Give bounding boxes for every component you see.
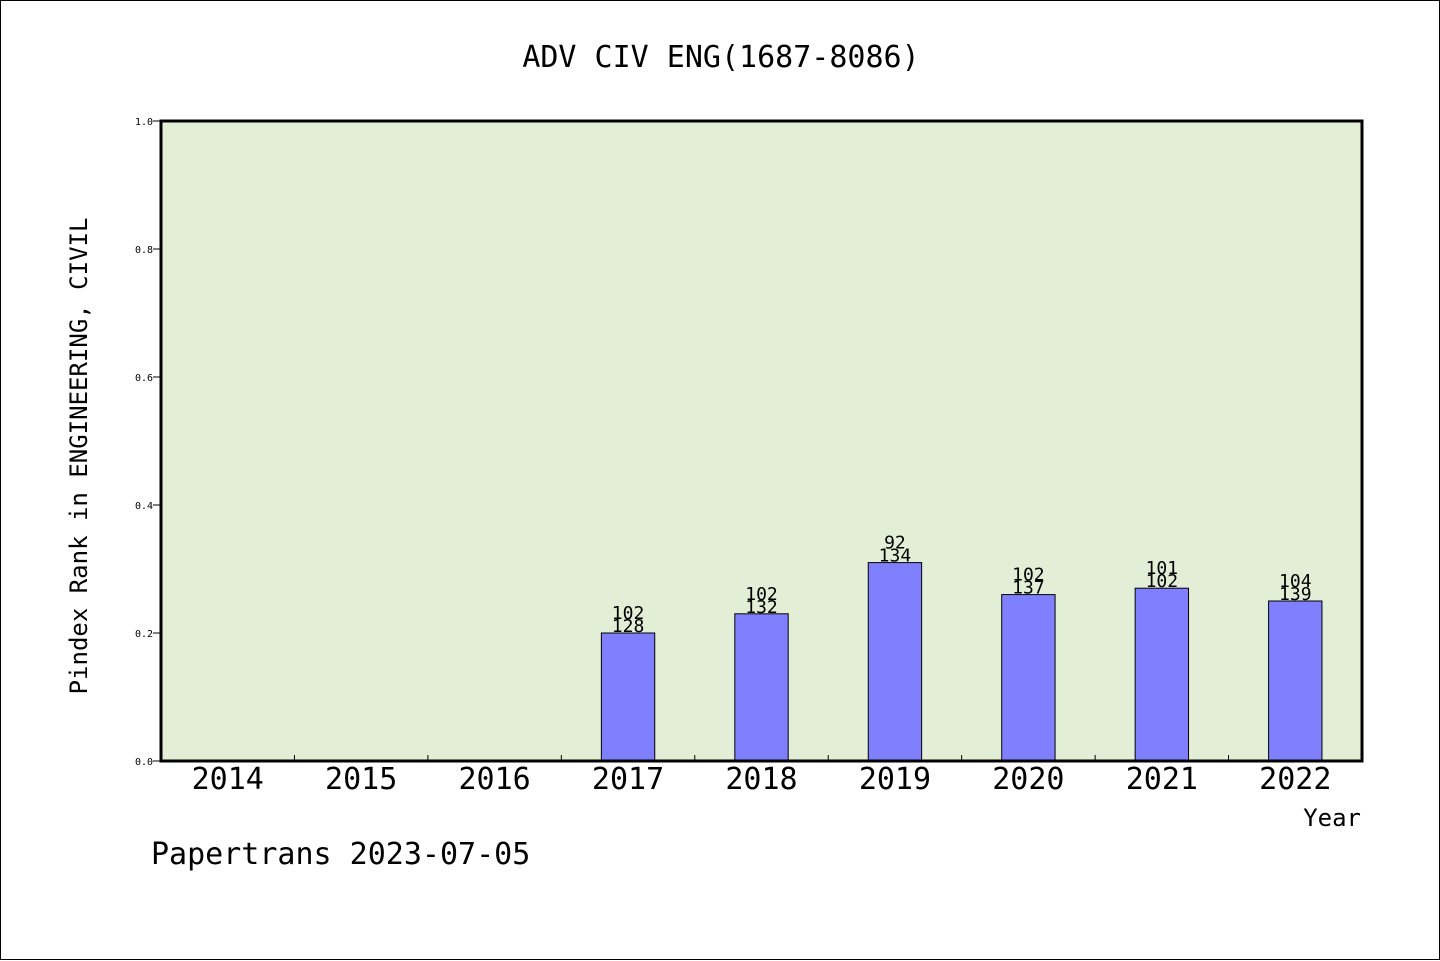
- bar-label-top: 102: [612, 603, 645, 624]
- x-tick-label: 2020: [992, 762, 1064, 797]
- x-tick-label: 2015: [325, 762, 397, 797]
- chart-title: ADV CIV ENG(1687-8086): [522, 40, 919, 75]
- bar: [867, 562, 923, 762]
- y-tick-label: 0.4: [135, 501, 153, 512]
- y-tick-label: 0.6: [135, 373, 153, 384]
- x-tick-label: 2017: [592, 762, 664, 797]
- plot-border: [159, 119, 1364, 763]
- x-axis-ticks: 2014 2015 2016 2017 2018 2019 2020 2021 2022: [192, 755, 1331, 797]
- x-tick-label: 2018: [725, 762, 797, 797]
- bars: [600, 562, 1323, 762]
- bar: [600, 632, 656, 762]
- x-tick-label: 2019: [859, 762, 931, 797]
- y-tick-label: 0.0: [135, 757, 153, 768]
- footer-credit: Papertrans 2023-07-05: [151, 837, 530, 872]
- bar-label-top: 101: [1146, 558, 1179, 579]
- x-tick-label: 2016: [458, 762, 530, 797]
- x-tick-label: 2021: [1126, 762, 1198, 797]
- bar-label-top: 104: [1279, 571, 1312, 592]
- bar: [1001, 594, 1056, 762]
- bar-label-bottom: 132: [745, 597, 778, 618]
- y-tick-label: 0.8: [135, 245, 153, 256]
- bar: [734, 613, 789, 762]
- bar: [1268, 600, 1323, 762]
- bar-label-bottom: 139: [1279, 584, 1312, 605]
- x-axis-label: Year: [1303, 804, 1361, 832]
- y-axis-ticks: 0.0 0.2 0.4 0.6 0.8 1.0: [135, 117, 161, 768]
- y-axis-label: Pindex Rank in ENGINEERING, CIVIL: [65, 218, 93, 695]
- bar: [1134, 587, 1190, 762]
- bar-label-bottom: 128: [612, 616, 645, 637]
- bar-label-top: 102: [745, 584, 778, 605]
- bar-label-bottom: 102: [1146, 571, 1179, 592]
- x-tick-label: 2014: [192, 762, 264, 797]
- bar-label-bottom: 137: [1012, 578, 1045, 599]
- bar-label-top: 102: [1012, 565, 1045, 586]
- y-tick-label: 0.2: [135, 629, 153, 640]
- bar-label-top: 92: [884, 533, 906, 554]
- y-tick-label: 1.0: [135, 117, 153, 128]
- bar-label-bottom: 134: [879, 546, 912, 567]
- x-tick-label: 2022: [1259, 762, 1331, 797]
